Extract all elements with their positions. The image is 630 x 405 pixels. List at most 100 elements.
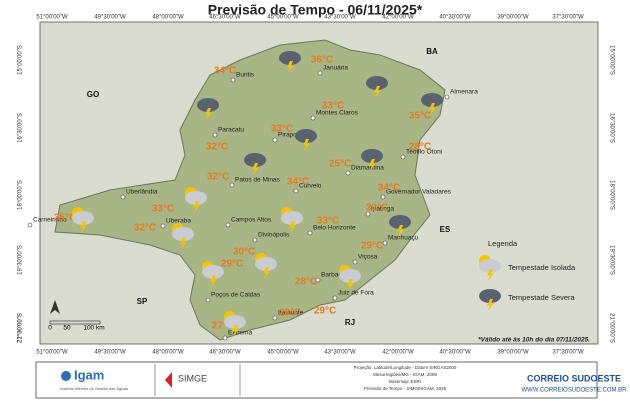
bolt	[252, 163, 259, 175]
brand: CORREIO SUDOESTE	[527, 373, 621, 383]
bolt	[369, 159, 376, 171]
state-label: ES	[440, 225, 451, 234]
cloud	[244, 153, 266, 167]
temperature: 29°C	[314, 306, 336, 317]
logo-icon	[61, 371, 71, 381]
city-dot	[272, 315, 278, 321]
city-name: Juiz de Fora	[338, 290, 374, 297]
lon-label: 51°00'00"W	[36, 15, 68, 21]
logo-simge: SIMGE	[178, 373, 207, 383]
brand-url: WWW.CORREIOSUDOESTE.COM.BR	[522, 388, 628, 394]
lon-label: 48°00'00"W	[152, 350, 184, 356]
cloud	[197, 98, 219, 112]
temperature: 34°C	[378, 183, 400, 194]
lon-label: 43°30'00"W	[324, 350, 356, 356]
city-name: Carneirinho	[33, 217, 67, 224]
bolt	[303, 139, 310, 151]
bolt	[347, 279, 354, 291]
lon-label: 45°00'00"W	[267, 350, 299, 356]
city-name: Viçosa	[358, 254, 378, 261]
temperature: 28°C	[279, 308, 301, 319]
scale-label: 0	[48, 325, 52, 332]
city-name: Belo Horizonte	[313, 225, 356, 232]
city-name: Paracatu	[218, 127, 244, 134]
city-name: Teófilo Otoni	[406, 149, 442, 156]
temperature: 35°C	[409, 111, 431, 122]
temperature: 30°C	[233, 247, 255, 258]
lat-label: 15°00'00"S	[608, 45, 614, 75]
temperature: 25°C	[329, 159, 351, 170]
title: Previsão de Tempo - 06/11/2025*	[208, 2, 423, 18]
lat-label: 16°30'00"S	[18, 113, 24, 143]
credit: Mesorregiões/MG - IGAM, 2009	[373, 372, 437, 377]
state-label: RJ	[345, 318, 355, 327]
cloud	[389, 215, 411, 229]
lat-label: 16°30'00"S	[608, 113, 614, 143]
cloud	[361, 149, 383, 163]
footer	[35, 361, 598, 399]
city-dot	[212, 132, 218, 138]
lon-label: 49°30'00"W	[94, 15, 126, 21]
bolt	[180, 237, 187, 249]
state-label: BA	[426, 47, 438, 56]
city-name: Divinópolis	[258, 232, 290, 239]
lon-label: 48°00'00"W	[152, 15, 184, 21]
cloud	[366, 76, 388, 90]
city-name: Curvelo	[299, 183, 322, 190]
city-dot	[400, 154, 406, 160]
logo-icon	[165, 372, 172, 388]
bolt	[487, 269, 494, 281]
lon-label: 40°30'00"W	[439, 350, 471, 356]
city-dot	[317, 70, 323, 76]
scale-bar	[49, 320, 101, 325]
bolt	[429, 103, 436, 115]
credit: Basemap: ESRI	[389, 379, 421, 384]
city-dot	[120, 194, 126, 200]
bolt	[205, 108, 212, 120]
city-name: Extrema	[228, 330, 253, 337]
logo-igam: Igam	[74, 367, 104, 382]
note: *Válido até às 10h do dia 07/11/2025.	[478, 337, 590, 344]
bolt	[487, 299, 494, 311]
bolt	[289, 221, 296, 233]
cloud	[479, 289, 501, 303]
city-dot	[380, 194, 386, 200]
temperature: 33°C	[322, 101, 344, 112]
bolt	[193, 201, 200, 213]
lon-label: 39°00'00"W	[497, 350, 529, 356]
temperature: 29°C	[361, 241, 383, 252]
city-dot	[332, 295, 338, 301]
credit: Projeção: Latitude/Longitude - Datum SIR…	[354, 365, 457, 370]
city-name: Poços de Caldas	[211, 292, 261, 299]
legend-item: Tempestade Severa	[508, 293, 576, 302]
temperature: 32°C	[134, 223, 156, 234]
cloud	[279, 51, 301, 65]
city-dot	[315, 277, 321, 283]
temperature: 32°C	[207, 172, 229, 183]
lon-label: 45°00'00"W	[267, 15, 299, 21]
lon-label: 40°30'00"W	[439, 15, 471, 21]
logo-sub: Instituto Mineiro de Gestão das Águas	[60, 386, 128, 391]
temperature: 34°C	[214, 66, 236, 77]
temperature: 35°C	[54, 213, 76, 224]
city-name: Patos de Minas	[235, 177, 281, 184]
lon-label: 42°00'00"W	[382, 15, 414, 21]
city-dot	[382, 240, 388, 246]
lat-label: 19°30'00"S	[18, 245, 24, 275]
lon-label: 37°30'00"W	[552, 15, 584, 21]
temperature: 33°C	[317, 216, 339, 227]
temperature: 32°C	[206, 142, 228, 153]
city-dot	[229, 182, 235, 188]
city-dot	[352, 259, 358, 265]
cloud	[421, 93, 443, 107]
lon-label: 46°30'00"W	[209, 15, 241, 21]
bolt	[287, 61, 294, 73]
lat-label: 22°30'00"S	[18, 313, 24, 343]
temperature: 33°C	[152, 204, 174, 215]
state-shape	[54, 39, 446, 341]
city-name: Almenara	[450, 89, 478, 96]
lon-label: 51°00'00"W	[36, 350, 68, 356]
city-dot	[205, 297, 211, 303]
temperature: 32°C	[366, 203, 388, 214]
